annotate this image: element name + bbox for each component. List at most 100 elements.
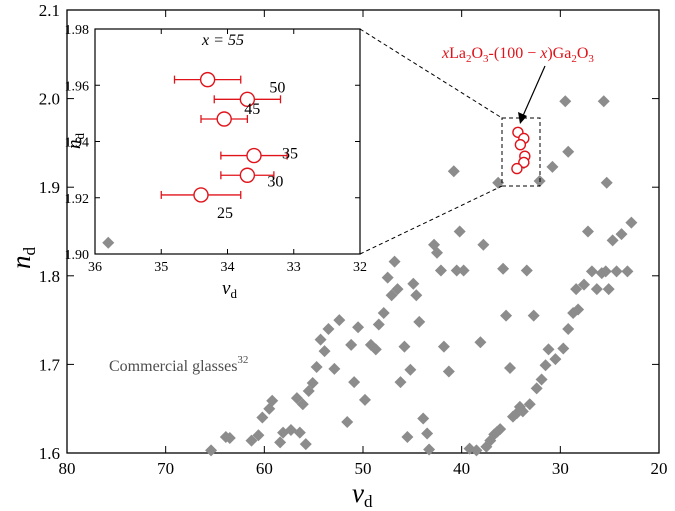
inset-y-tick-label: 1.96 (65, 79, 90, 94)
inset-y-tick-label: 1.94 (65, 136, 90, 151)
commercial-glass-point (562, 322, 575, 335)
commercial-glass-point (504, 361, 517, 374)
inset-composition-label: 25 (217, 205, 233, 222)
commercial-glass-point (562, 145, 575, 158)
commercial-glass-point (600, 176, 613, 189)
inset-y-tick-label: 1.90 (65, 248, 90, 263)
commercial-glass-point (477, 238, 490, 251)
commercial-glass-point (625, 216, 638, 229)
commercial-glass-point (450, 264, 463, 277)
commercial-glass-point (274, 436, 287, 449)
inset-lga-point (193, 187, 209, 203)
commercial-glass-point (615, 228, 628, 241)
commercial-glass-point (494, 423, 507, 436)
inset-lga-point (239, 167, 256, 183)
x-tick-label: 80 (59, 459, 76, 478)
commercial-glass-point (523, 398, 536, 411)
y-tick-label: 1.6 (39, 444, 60, 463)
commercial-glass-point (457, 264, 470, 277)
commercial-glass-point (423, 443, 436, 456)
commercial-glass-point (610, 265, 623, 278)
commercial-glass-point (527, 309, 540, 322)
inset-frame (94, 28, 361, 255)
inset-commercial-series (102, 236, 115, 249)
main-axis-ticks: 80 70 60 50 40 30 20 1.6 1.7 1.8 1.9 2.0 2.1 (39, 1, 668, 478)
annotation-arrowhead (518, 112, 527, 124)
commercial-glass-point (322, 322, 335, 335)
commercial-glass-point (372, 318, 385, 331)
commercial-glasses-series (205, 95, 638, 457)
y-tick-label: 2.1 (39, 1, 60, 20)
commercial-glass-point (535, 373, 548, 386)
commercial-glass-point (299, 438, 312, 451)
inset-composition-label: 45 (244, 101, 260, 118)
y-tick-label: 2.0 (39, 90, 60, 109)
commercial-glass-point (266, 394, 279, 407)
commercial-glass-point (407, 277, 420, 290)
inset-x-axis-title: vd (222, 278, 237, 301)
inset-y-tick-label: 1.98 (65, 23, 90, 38)
commercial-glass-point (404, 363, 417, 376)
zoom-connector-top (359, 28, 503, 119)
commercial-glass-point (442, 365, 455, 378)
inset-x-title: x = 55 (201, 32, 244, 49)
commercial-glass-point (549, 353, 562, 366)
commercial-glass-point (557, 342, 570, 355)
commercial-glass-point (293, 426, 306, 439)
commercial-glass-point (333, 314, 346, 327)
commercial-glass-point (431, 246, 443, 259)
commercial-glass-point (578, 278, 591, 291)
commercial-glass-point (318, 345, 331, 358)
commercial-glass-point (530, 382, 543, 395)
commercial-glass-point (348, 376, 361, 389)
x-tick-label: 60 (256, 459, 273, 478)
commercial-glass-point (413, 315, 426, 328)
commercial-glass-point (421, 427, 434, 440)
commercial-glass-point (296, 398, 309, 411)
y-axis-title: nd (6, 247, 39, 270)
commercial-glass-point (599, 265, 612, 278)
commercial-glass-point (621, 265, 634, 278)
commercial-glass-point (520, 264, 533, 277)
annotation-arrow (521, 65, 546, 119)
commercial-glass-point (570, 283, 583, 296)
commercial-glass-point (572, 303, 585, 316)
lga-point (514, 138, 527, 151)
lga-annotation-label: xLa2O3-(100 − x)Ga2O3 (441, 45, 594, 65)
x-tick-label: 50 (355, 459, 372, 478)
inset-composition-label: 50 (269, 79, 285, 96)
commercial-glass-point (391, 283, 404, 296)
commercial-glass-point (377, 307, 390, 320)
inset-y-tick-label: 1.92 (65, 192, 90, 207)
commercial-glass-point (256, 411, 269, 424)
lga-point (518, 156, 530, 169)
commercial-glass-point (394, 376, 407, 389)
commercial-glass-point (252, 429, 265, 442)
x-tick-label: 20 (651, 459, 668, 478)
x-tick-label: 30 (552, 459, 569, 478)
commercial-glass-point (410, 289, 423, 302)
commercial-glass-point (352, 321, 365, 334)
inset-x-tick-label: 35 (154, 260, 168, 275)
commercial-glass-point (492, 176, 505, 189)
commercial-glass-point (369, 343, 382, 356)
commercial-glass-point (590, 283, 603, 296)
x-tick-label: 70 (157, 459, 174, 478)
commercial-glass-point (474, 336, 487, 349)
commercial-glass-point (223, 431, 236, 444)
commercial-glass-point (290, 392, 303, 405)
commercial-glass-point (602, 283, 615, 296)
inset-axis-ticks: 36 35 34 33 32 1.90 1.92 1.94 1.96 1.98 (65, 23, 368, 275)
inset-composition-label: 30 (267, 173, 283, 190)
commercial-glass-point (434, 264, 447, 277)
inset-x-tick-label: 36 (88, 260, 102, 275)
inset-composition-label: 35 (282, 146, 298, 163)
zoom-connector-bottom (359, 185, 503, 255)
commercial-glass-point (585, 265, 598, 278)
commercial-glass-point (559, 95, 572, 108)
commercial-glass-point (500, 309, 513, 322)
x-tick-label: 40 (453, 459, 470, 478)
commercial-glass-point (381, 271, 394, 284)
commercial-glass-point (447, 165, 460, 178)
